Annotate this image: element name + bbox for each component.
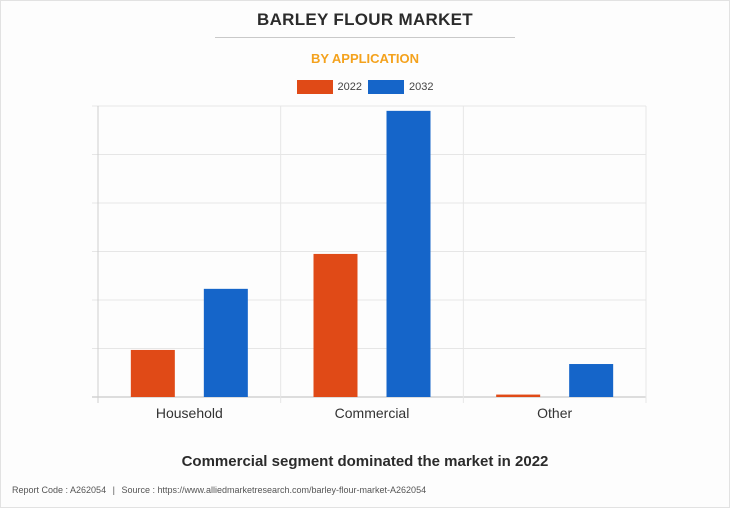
legend-swatch-2032 — [368, 80, 404, 94]
report-code: Report Code : A262054 — [12, 485, 107, 495]
legend-item-2022: 2022 — [296, 80, 362, 94]
chart-caption: Commercial segment dominated the market … — [181, 453, 549, 470]
source-text: Source : https://www.alliedmarketresearc… — [121, 485, 427, 495]
chart-title: BARLEY FLOUR MARKET — [257, 10, 473, 29]
chart-subtitle: BY APPLICATION — [310, 51, 420, 66]
title-divider — [215, 37, 515, 38]
legend-label-2032: 2032 — [409, 81, 434, 93]
bar-2032-household — [203, 288, 248, 397]
x-tick-label-commercial: Commercial — [335, 405, 410, 421]
footer-separator: | — [112, 485, 115, 495]
legend-item-2032: 2032 — [368, 80, 433, 94]
footer: Report Code : A262054 | Source : https:/… — [12, 485, 426, 495]
x-tick-label-other: Other — [537, 405, 572, 421]
legend-swatch-2022 — [296, 80, 333, 94]
bar-2022-household — [130, 349, 175, 397]
bar-2032-commercial — [386, 110, 431, 397]
bar-2022-commercial — [313, 253, 358, 397]
bar-2032-other — [569, 364, 614, 397]
legend-label-2022: 2022 — [337, 81, 362, 93]
legend: 2022 2032 — [0, 80, 730, 94]
bar-2022-other — [496, 394, 541, 397]
x-tick-label-household: Household — [156, 405, 223, 421]
